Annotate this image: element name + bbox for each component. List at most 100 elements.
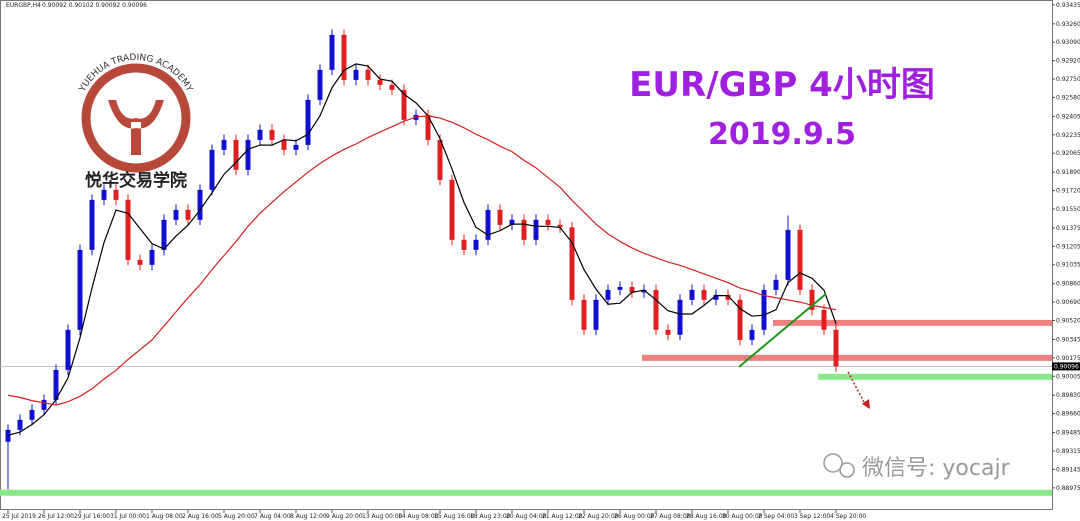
- y-tick-label: 0.93090: [1056, 39, 1080, 46]
- logo-ring: [81, 63, 191, 173]
- candle-body: [797, 229, 803, 290]
- candle-body: [149, 249, 155, 265]
- y-tick-label: 0.90345: [1056, 336, 1080, 343]
- current-price-label: 0.90096: [1054, 363, 1079, 370]
- candle-body: [809, 289, 815, 310]
- ohlc-text: 0.90092 0.90102 0.90092 0.90096: [42, 2, 147, 9]
- x-tick-label: 31 Jul 00:00: [110, 513, 146, 520]
- x-tick-label: 22 Aug 20:00: [578, 513, 619, 520]
- forecast-arrow: [847, 371, 865, 403]
- y-tick-label: 0.89145: [1056, 466, 1080, 473]
- candle-body: [125, 199, 131, 260]
- candle-body: [209, 149, 215, 190]
- x-tick-label: 8 Aug 12:00: [290, 513, 327, 520]
- y-tick-label: 0.92920: [1056, 58, 1080, 65]
- candle-body: [401, 89, 407, 120]
- candle-body: [173, 209, 179, 220]
- x-tick-label: 21 Aug 12:00: [542, 513, 583, 520]
- candle-body: [305, 99, 311, 145]
- candle-body: [533, 219, 539, 240]
- candle-body: [785, 229, 791, 280]
- logo-mark: [108, 100, 164, 155]
- x-tick-label: 9 Aug 20:00: [326, 513, 363, 520]
- watermark-text: 微信号: yocajr: [862, 456, 1011, 481]
- candle-body: [725, 294, 731, 300]
- watermark-icon: [839, 462, 855, 478]
- candle-body: [113, 189, 119, 200]
- y-tick-label: 0.93260: [1056, 21, 1080, 28]
- chart-subtitle: 2019.9.5: [708, 117, 856, 152]
- x-tick-label: 7 Aug 04:00: [254, 513, 291, 520]
- symbol: EURGBP,H4: [6, 2, 41, 9]
- y-tick-label: 0.90005: [1056, 373, 1080, 380]
- candle-body: [377, 79, 383, 85]
- y-tick-label: 0.91035: [1056, 262, 1080, 269]
- candle-body: [5, 429, 11, 442]
- candle-body: [521, 219, 527, 240]
- candle-body: [41, 399, 47, 410]
- candle-body: [737, 299, 743, 340]
- y-tick-label: 0.90860: [1056, 281, 1080, 288]
- y-tick-label: 0.93435: [1056, 2, 1080, 9]
- x-tick-label: 20 Aug 04:00: [506, 513, 547, 520]
- candle-body: [293, 144, 299, 150]
- candle-body: [437, 139, 443, 180]
- y-tick-label: 0.92405: [1056, 113, 1080, 120]
- y-tick-label: 0.92580: [1056, 94, 1080, 101]
- moving-average: [7, 63, 837, 436]
- y-tick-label: 0.89315: [1056, 448, 1080, 455]
- candle-body: [581, 299, 587, 330]
- x-tick-label: 27 Aug 08:00: [650, 513, 691, 520]
- level-zone: [642, 354, 1052, 361]
- candle-body: [389, 84, 395, 90]
- candle-body: [821, 309, 827, 330]
- x-tick-label: 29 Jul 16:00: [74, 513, 110, 520]
- candle-body: [221, 139, 227, 150]
- level-zone: [0, 489, 1052, 496]
- candle-body: [665, 329, 671, 335]
- x-tick-label: 14 Aug 08:00: [398, 513, 439, 520]
- candle-body: [317, 69, 323, 100]
- candle-body: [161, 219, 167, 250]
- candle-body: [89, 199, 95, 250]
- y-tick-label: 0.91550: [1056, 206, 1080, 213]
- candle-body: [569, 227, 575, 300]
- x-tick-label: 26 Aug 00:00: [614, 513, 655, 520]
- candle-body: [509, 219, 515, 225]
- candle-body: [701, 289, 707, 300]
- current-price-box: [1052, 362, 1080, 371]
- x-tick-label: 2 Aug 16:00: [182, 513, 219, 520]
- candle-body: [77, 249, 83, 330]
- candle-body: [653, 289, 659, 330]
- y-tick-label: 0.90690: [1056, 299, 1080, 306]
- candle-body: [329, 34, 335, 70]
- candle-body: [101, 189, 107, 200]
- chart-title: EUR/GBP 4小时图: [629, 65, 935, 105]
- watermark: 微信号: yocajr: [823, 453, 1011, 481]
- x-tick-label: 15 Aug 16:00: [434, 513, 475, 520]
- candle-body: [353, 69, 359, 80]
- x-tick-label: 4 Sep 20:00: [830, 513, 866, 520]
- level-zone: [773, 319, 1052, 326]
- x-tick-label: 5 Aug 20:00: [218, 513, 255, 520]
- candle-body: [749, 329, 755, 340]
- forecast-arrowhead: [862, 399, 870, 409]
- candle-body: [641, 289, 647, 293]
- x-tick-label: 28 Aug 16:00: [686, 513, 727, 520]
- y-tick-label: 0.90520: [1056, 318, 1080, 325]
- candle-body: [281, 139, 287, 150]
- candle-body: [629, 286, 635, 293]
- watermark-icon: [823, 453, 843, 473]
- candle-body: [245, 139, 251, 170]
- candle-body: [365, 69, 371, 80]
- x-tick-label: 3 Sep 12:00: [794, 513, 830, 520]
- y-tick-label: 0.91205: [1056, 243, 1080, 250]
- candle-body: [605, 289, 611, 300]
- candle-body: [761, 289, 767, 330]
- x-tick-label: 1 Aug 08:00: [146, 513, 183, 520]
- candle-body: [449, 179, 455, 240]
- x-tick-label: 25 Jul 2019: [2, 513, 36, 520]
- y-tick-label: 0.92065: [1056, 150, 1080, 157]
